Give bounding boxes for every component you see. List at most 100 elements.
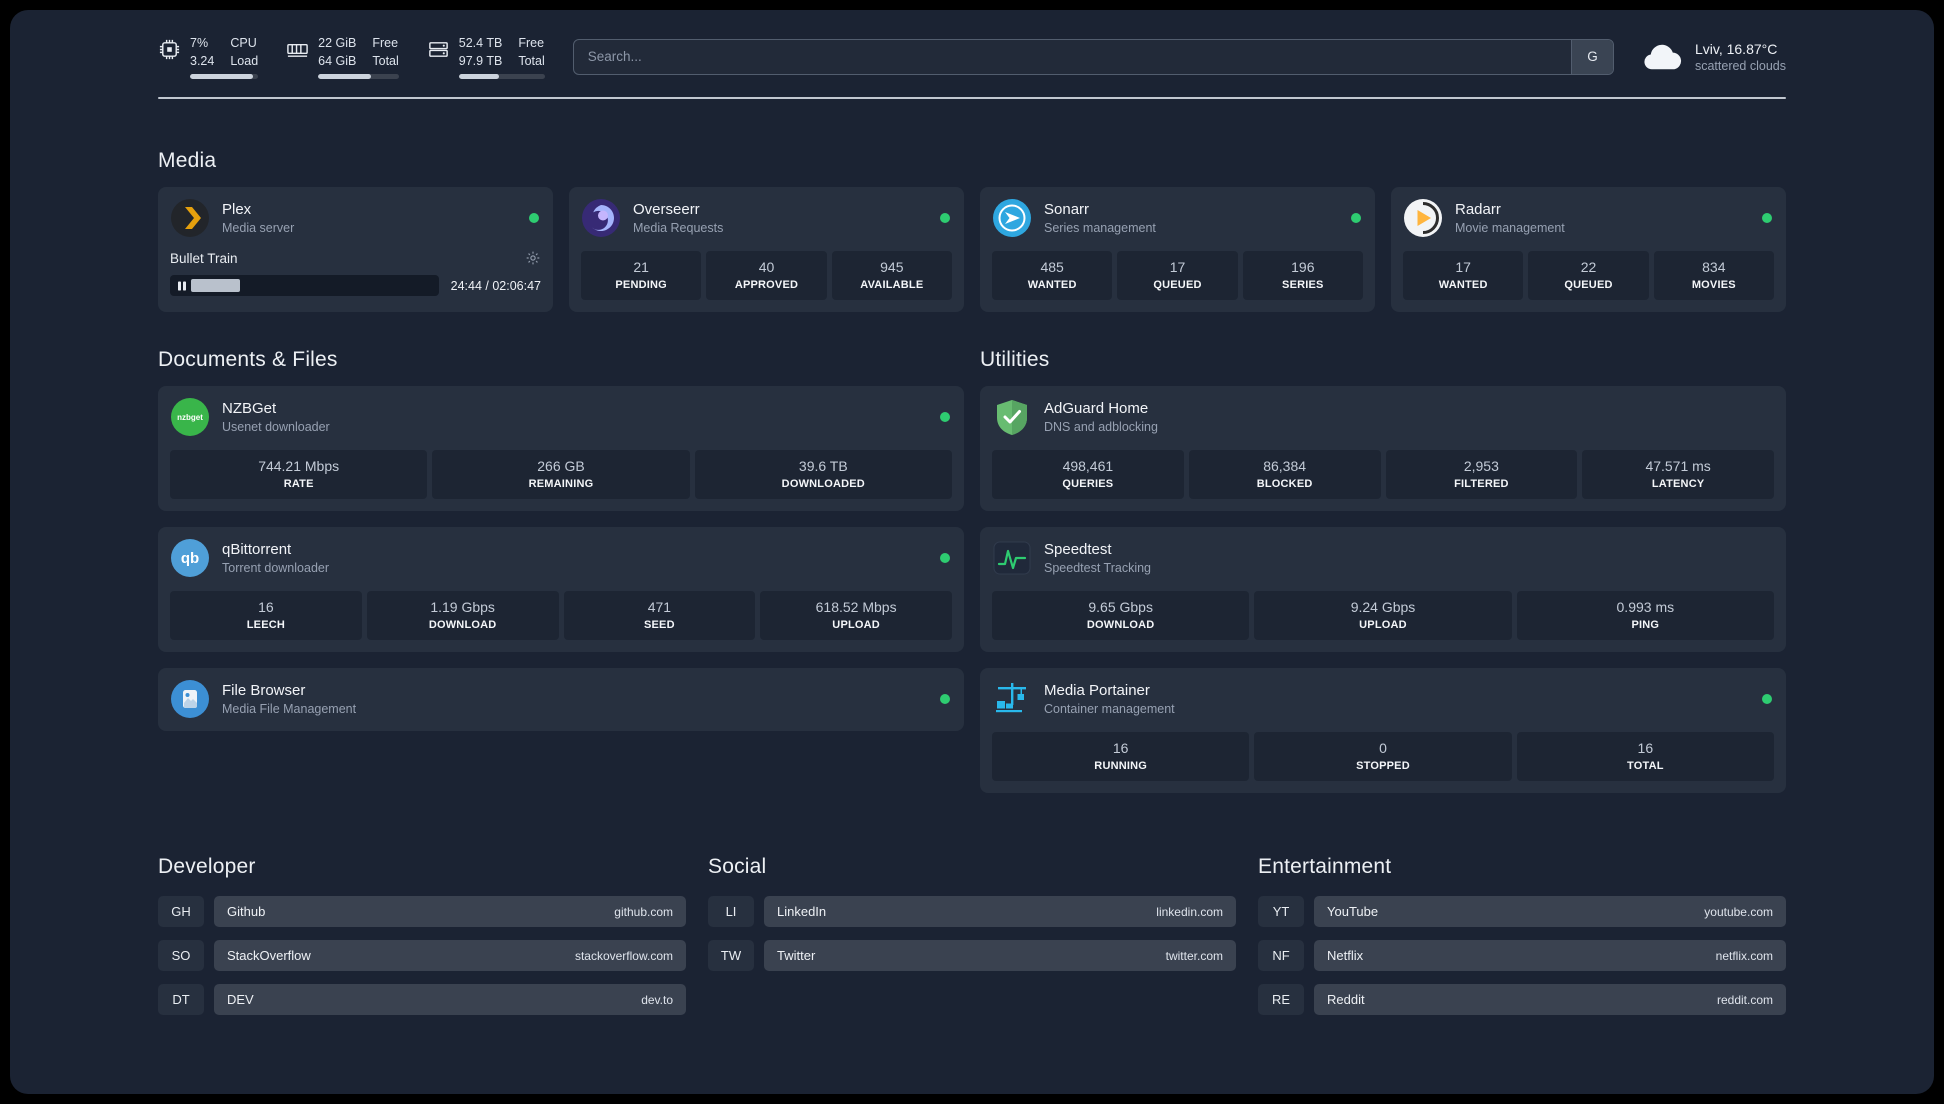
app-card-radarr[interactable]: Radarr Movie management 17 WANTED 22 QUE… [1391, 187, 1786, 313]
stat-available: 945 AVAILABLE [831, 251, 952, 301]
app-card-speedtest[interactable]: Speedtest Speedtest Tracking 9.65 Gbps D… [980, 527, 1786, 653]
cpu-widget: 7% 3.24 CPU Load [158, 34, 259, 80]
section-title-entertainment: Entertainment [1258, 855, 1392, 879]
stat-remaining: 266 GB REMAINING [432, 450, 690, 500]
bookmark-link-netflix[interactable]: Netflix netflix.com [1314, 940, 1786, 972]
app-name[interactable]: File Browser [222, 682, 306, 700]
app-card-plex[interactable]: Plex Media server Bullet Train [158, 187, 553, 313]
app-description: Container management [1044, 702, 1175, 717]
bookmark-row-stackoverflow: SO StackOverflow stackoverflow.com [158, 940, 686, 972]
stat-wanted: 17 WANTED [1403, 251, 1524, 301]
bookmark-row-youtube: YT YouTube youtube.com [1258, 896, 1786, 928]
app-description: Usenet downloader [222, 420, 330, 435]
stat-blocked: 86,384 BLOCKED [1188, 450, 1381, 500]
overseerr-icon[interactable] [581, 198, 621, 238]
section-title-social: Social [708, 855, 767, 879]
disk-progress-bar [458, 74, 545, 80]
gear-icon[interactable] [525, 250, 541, 266]
speedtest-icon[interactable] [992, 538, 1032, 578]
disk-total-label: Total [518, 54, 545, 69]
app-card-overseerr[interactable]: Overseerr Media Requests 21 PENDING 40 A… [569, 187, 964, 313]
app-description: Media server [222, 221, 295, 236]
status-dot [940, 553, 950, 564]
status-dot [940, 694, 950, 705]
bookmark-link-dev[interactable]: DEV dev.to [214, 984, 686, 1016]
app-name[interactable]: Plex [222, 201, 252, 219]
app-card-adguard[interactable]: AdGuard Home DNS and adblocking 498,461 … [980, 386, 1786, 512]
bookmark-link-twitter[interactable]: Twitter twitter.com [764, 940, 1236, 972]
stat-upload: 9.24 Gbps UPLOAD [1254, 591, 1512, 641]
app-name[interactable]: qBittorrent [222, 541, 292, 559]
cloud-icon [1642, 42, 1684, 72]
app-card-sonarr[interactable]: Sonarr Series management 485 WANTED 17 Q… [980, 187, 1375, 313]
stat-queued: 22 QUEUED [1528, 251, 1649, 301]
app-card-filebrowser[interactable]: File Browser Media File Management [158, 668, 964, 732]
bookmark-link-stackoverflow[interactable]: StackOverflow stackoverflow.com [214, 940, 686, 972]
app-card-qbittorrent[interactable]: qb qBittorrent Torrent downloader 16 [158, 527, 964, 653]
plex-icon[interactable] [170, 198, 210, 238]
app-name[interactable]: Radarr [1455, 201, 1501, 219]
bookmark-row-reddit: RE Reddit reddit.com [1258, 984, 1786, 1016]
memory-progress-bar [318, 74, 399, 80]
app-name[interactable]: NZBGet [222, 400, 277, 418]
bookmark-row-twitter: TW Twitter twitter.com [708, 940, 1236, 972]
utilities-column: Utilities AdGuard Home DNS and adblockin… [980, 348, 1786, 794]
app-name[interactable]: Overseerr [633, 201, 700, 219]
app-name[interactable]: Media Portainer [1044, 682, 1150, 700]
search-input[interactable] [572, 38, 1614, 75]
app-description: Speedtest Tracking [1044, 561, 1152, 576]
bookmark-abbr: RE [1258, 984, 1304, 1016]
app-name[interactable]: Speedtest [1044, 541, 1112, 559]
cpu-load-value: 3.24 [190, 54, 215, 69]
memory-icon [286, 34, 309, 79]
bookmark-abbr: LI [708, 896, 754, 928]
media-card-grid: Plex Media server Bullet Train [158, 187, 1786, 313]
app-name[interactable]: Sonarr [1044, 201, 1090, 219]
now-playing-title: Bullet Train [170, 250, 238, 266]
filebrowser-icon[interactable] [170, 679, 210, 719]
playback-progress-fill [191, 279, 240, 293]
stat-download: 1.19 Gbps DOWNLOAD [366, 591, 559, 641]
stat-rate: 744.21 Mbps RATE [170, 450, 428, 500]
app-description: Movie management [1455, 221, 1565, 236]
sonarr-icon[interactable] [992, 198, 1032, 238]
bookmark-row-netflix: NF Netflix netflix.com [1258, 940, 1786, 972]
bookmark-row-dev: DT DEV dev.to [158, 984, 686, 1016]
bookmark-link-linkedin[interactable]: LinkedIn linkedin.com [764, 896, 1236, 928]
nzbget-icon[interactable]: nzbget [170, 397, 210, 437]
status-dot [1762, 213, 1772, 224]
bookmark-group-entertainment: Entertainment YT YouTube youtube.com NF … [1258, 855, 1786, 1028]
stat-series: 196 SERIES [1242, 251, 1363, 301]
app-name[interactable]: AdGuard Home [1044, 400, 1149, 418]
bookmark-link-github[interactable]: Github github.com [214, 896, 686, 928]
radarr-icon[interactable] [1403, 198, 1443, 238]
app-card-nzbget[interactable]: nzbget NZBGet Usenet downloader 744.21 M… [158, 386, 964, 512]
qbittorrent-icon[interactable]: qb [170, 538, 210, 578]
bookmark-abbr: SO [158, 940, 204, 972]
bookmark-group-social: Social LI LinkedIn linkedin.com TW Twitt… [708, 855, 1236, 984]
search-provider-button[interactable]: G [1570, 39, 1613, 74]
adguard-icon[interactable] [992, 397, 1032, 437]
stat-ping: 0.993 ms PING [1516, 591, 1774, 641]
playback-progress-bar[interactable] [170, 275, 439, 297]
section-title-utilities: Utilities [980, 348, 1050, 372]
stat-upload: 618.52 Mbps UPLOAD [760, 591, 952, 641]
top-bar: 7% 3.24 CPU Load [158, 34, 1786, 80]
stat-filtered: 2,953 FILTERED [1385, 450, 1578, 500]
stat-queries: 498,461 QUERIES [992, 450, 1184, 500]
stat-downloaded: 39.6 TB DOWNLOADED [694, 450, 952, 500]
memory-total-value: 64 GiB [318, 54, 357, 69]
pause-icon[interactable] [176, 280, 188, 292]
disk-free-value: 52.4 TB [458, 36, 503, 50]
section-title-developer: Developer [158, 855, 256, 879]
bookmark-abbr: TW [708, 940, 754, 972]
portainer-icon[interactable] [992, 679, 1032, 719]
app-card-portainer[interactable]: Media Portainer Container management 16 … [980, 668, 1786, 794]
bookmark-link-reddit[interactable]: Reddit reddit.com [1314, 984, 1786, 1016]
cpu-load-label: Load [230, 54, 259, 69]
stat-running: 16 RUNNING [992, 732, 1250, 782]
stat-leech: 16 LEECH [170, 591, 362, 641]
bookmark-link-youtube[interactable]: YouTube youtube.com [1314, 896, 1786, 928]
stat-queued: 17 QUEUED [1117, 251, 1238, 301]
app-description: DNS and adblocking [1044, 420, 1158, 435]
